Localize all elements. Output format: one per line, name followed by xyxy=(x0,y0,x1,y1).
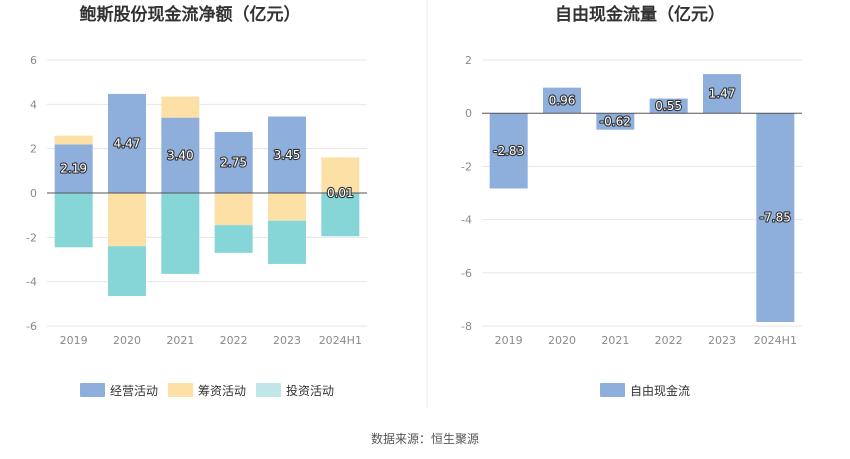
bar-free_cash_flow xyxy=(649,98,688,114)
x-tick-label: 2021 xyxy=(166,334,194,347)
bar-financing xyxy=(268,193,306,221)
x-tick-label: 2024H1 xyxy=(754,334,797,347)
x-tick-label: 2020 xyxy=(113,334,141,347)
legend-swatch-investing[interactable] xyxy=(256,383,281,397)
bar-financing xyxy=(108,193,146,247)
y-tick-label: -8 xyxy=(461,320,472,333)
x-tick-label: 2019 xyxy=(60,334,88,347)
x-tick-label: 2022 xyxy=(220,334,248,347)
y-tick-label: -2 xyxy=(461,160,472,173)
x-tick-label: 2022 xyxy=(655,334,683,347)
y-tick-label: 0 xyxy=(30,187,37,200)
legend-swatch-financing[interactable] xyxy=(168,383,193,397)
legend-swatch-free_cash_flow[interactable] xyxy=(600,383,625,397)
bar-operating xyxy=(214,132,253,193)
y-tick-label: 2 xyxy=(30,143,37,156)
bar-free_cash_flow xyxy=(703,74,741,114)
cash-flow-net-chart: 鲍斯股份现金流净额（亿元） 6 4 2 0 -2 -4 -6 2.19 4.47 3.40 2.75… xyxy=(26,4,367,398)
y-tick-label: 4 xyxy=(30,98,37,111)
bar-operating xyxy=(161,117,200,193)
chart2-title: 自由现金流量（亿元） xyxy=(555,4,725,25)
data-label: 3.45 xyxy=(274,148,301,162)
bar-free_cash_flow xyxy=(543,87,581,114)
y-tick-label: 0 xyxy=(465,107,472,120)
chart1-title: 鲍斯股份现金流净额（亿元） xyxy=(80,4,301,25)
source-note: 数据来源：恒生聚源 xyxy=(371,431,479,446)
legend-label-operating[interactable]: 经营活动 xyxy=(110,384,158,398)
bar-operating xyxy=(268,116,306,193)
x-tick-label: 2023 xyxy=(273,334,301,347)
data-label: 4.47 xyxy=(114,136,141,150)
bar-investing xyxy=(161,193,200,274)
x-tick-label: 2024H1 xyxy=(319,334,362,347)
data-label: 2.19 xyxy=(60,162,87,176)
bar-financing xyxy=(321,157,360,193)
bar-free_cash_flow xyxy=(489,113,528,189)
y-tick-label: -4 xyxy=(26,276,37,289)
legend-label-financing[interactable]: 筹资活动 xyxy=(198,384,246,398)
legend-label-free_cash_flow[interactable]: 自由现金流 xyxy=(630,383,690,398)
data-label: 0.96 xyxy=(549,93,576,107)
bar-investing xyxy=(54,193,93,248)
y-tick-label: 2 xyxy=(465,54,472,67)
x-tick-label: 2020 xyxy=(548,334,576,347)
bar-investing xyxy=(108,246,146,297)
bar-free_cash_flow xyxy=(756,113,795,323)
y-tick-label: -4 xyxy=(461,214,472,227)
bar-financing xyxy=(54,135,93,145)
bar-financing xyxy=(214,193,253,226)
bar-financing xyxy=(161,96,200,118)
data-label: -7.85 xyxy=(760,211,791,225)
bar-investing xyxy=(321,193,360,237)
bar-free_cash_flow xyxy=(596,113,635,130)
legend-label-investing[interactable]: 投资活动 xyxy=(286,383,334,398)
free-cash-flow-chart: 自由现金流量（亿元） 2 0 -2 -4 -6 -8 -2.83 0.96 -0.62 0.55 1… xyxy=(461,4,802,398)
bar-operating xyxy=(54,144,93,193)
data-label: 1.47 xyxy=(709,87,736,101)
y-tick-label: -6 xyxy=(461,267,472,280)
x-tick-label: 2019 xyxy=(495,334,523,347)
x-tick-label: 2023 xyxy=(708,334,736,347)
data-label: 0.55 xyxy=(655,99,682,113)
bar-operating xyxy=(108,93,146,193)
y-tick-label: -6 xyxy=(26,320,37,333)
bar-investing xyxy=(268,220,306,264)
data-label: 0.01 xyxy=(327,186,354,200)
y-tick-label: 6 xyxy=(30,54,37,67)
data-label: 2.75 xyxy=(220,156,247,170)
x-tick-label: 2021 xyxy=(601,334,629,347)
data-label: -0.62 xyxy=(600,114,631,128)
bar-investing xyxy=(214,225,253,253)
y-tick-label: -2 xyxy=(26,231,37,244)
data-label: 3.40 xyxy=(167,148,194,162)
legend-swatch-operating[interactable] xyxy=(80,383,105,397)
data-label: -2.83 xyxy=(493,144,524,158)
